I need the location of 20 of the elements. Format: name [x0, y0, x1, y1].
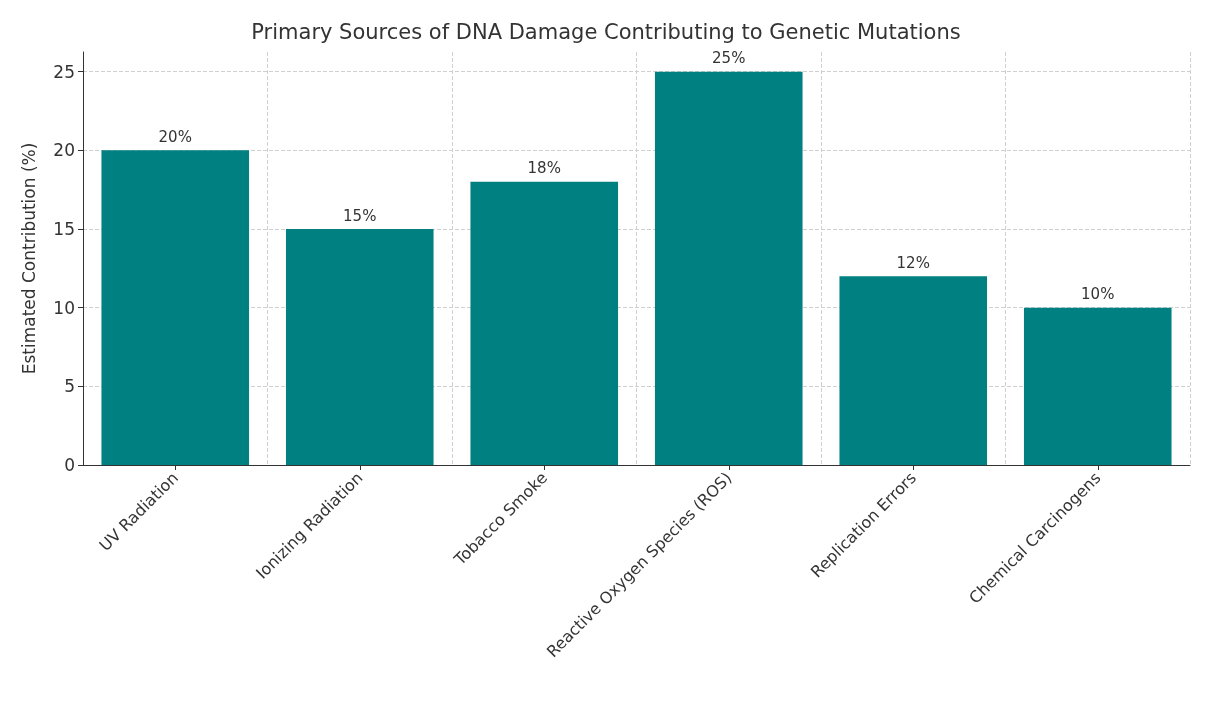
y-tick-label: 15	[53, 219, 75, 239]
chart-title: Primary Sources of DNA Damage Contributing to Genetic Mutations	[251, 19, 961, 44]
data-label: 12%	[896, 253, 930, 272]
y-tick-label: 0	[64, 455, 75, 475]
y-tick-label: 25	[53, 61, 75, 82]
data-label: 18%	[527, 159, 561, 178]
bar	[470, 181, 619, 465]
data-label: 10%	[1081, 285, 1115, 304]
data-label: 20%	[158, 127, 192, 146]
bar	[839, 276, 988, 465]
bar	[1023, 307, 1172, 465]
y-tick-label: 5	[64, 376, 75, 397]
y-axis-title: Estimated Contribution (%)	[18, 142, 39, 375]
data-label: 25%	[712, 49, 746, 68]
bar	[285, 229, 434, 465]
y-tick-label: 10	[53, 297, 75, 318]
bar	[101, 150, 250, 465]
bar	[654, 71, 803, 465]
y-tick-label: 20	[53, 140, 75, 161]
data-label: 15%	[343, 206, 377, 225]
